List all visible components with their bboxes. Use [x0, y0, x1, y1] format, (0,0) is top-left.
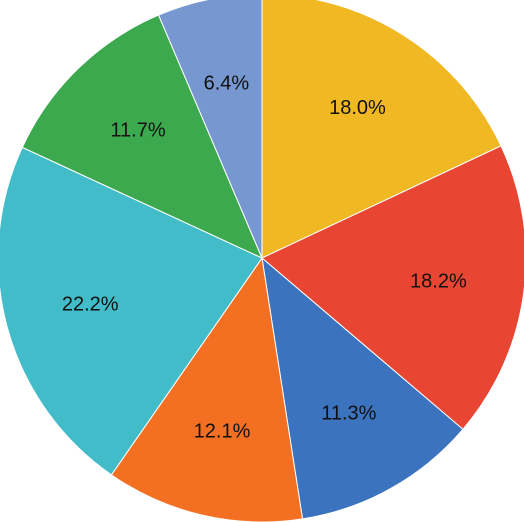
pie-slice-label-5: 11.7%: [110, 119, 165, 141]
pie-slice-label-3: 12.1%: [194, 420, 251, 442]
pie-slice-2: [261, 256, 464, 520]
pie-slice-label-2: 11.3%: [321, 402, 376, 424]
pie-slice-0: [261, 0, 502, 259]
pie-slice-label-1: 18.2%: [410, 271, 467, 293]
pie-slice-label-6: 6.4%: [204, 73, 250, 95]
pie-slice-6: [157, 0, 263, 259]
pie-slice-4: [0, 146, 263, 476]
pie-labels: 18.0% 18.2% 11.3% 12.1% 22.2% 11.7% 6.4%: [62, 73, 467, 443]
pie-slice-3: [110, 256, 304, 522]
pie-slice-5: [21, 14, 263, 259]
pie-slice-label-0: 18.0%: [329, 97, 386, 119]
pie-slice-label-4: 22.2%: [62, 294, 119, 316]
